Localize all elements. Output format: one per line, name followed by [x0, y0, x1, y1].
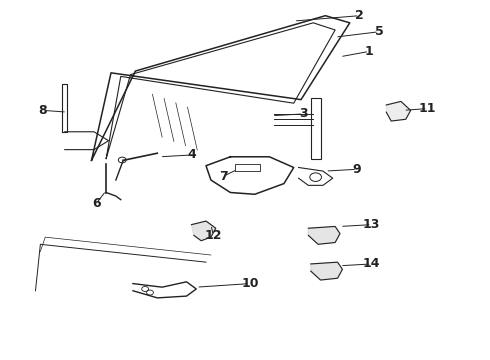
Text: 3: 3: [299, 107, 308, 120]
Text: 5: 5: [375, 25, 383, 38]
Text: 4: 4: [187, 148, 196, 162]
Polygon shape: [192, 221, 216, 241]
Polygon shape: [386, 102, 411, 121]
Text: 7: 7: [219, 170, 227, 183]
Text: 11: 11: [419, 102, 437, 115]
Text: 8: 8: [39, 104, 47, 117]
Text: 10: 10: [241, 277, 259, 290]
Text: 9: 9: [353, 163, 361, 176]
Polygon shape: [311, 262, 343, 280]
Text: 12: 12: [205, 229, 222, 242]
Text: 2: 2: [355, 9, 364, 22]
Text: 13: 13: [363, 218, 380, 231]
Text: 6: 6: [92, 197, 101, 210]
Text: 14: 14: [363, 257, 380, 270]
Polygon shape: [308, 226, 340, 244]
Text: 1: 1: [365, 45, 373, 58]
